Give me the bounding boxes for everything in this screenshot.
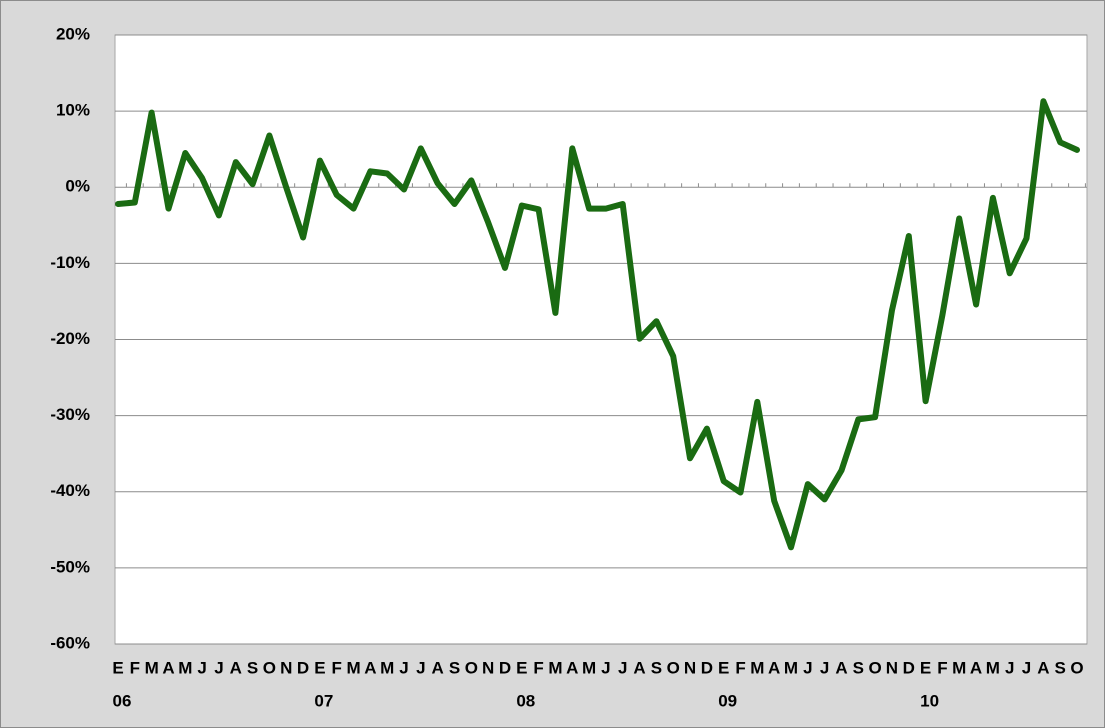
x-tick-label: D	[499, 658, 511, 677]
x-tick-label: S	[449, 658, 460, 677]
x-tick-label: E	[920, 658, 931, 677]
x-tick-label: F	[937, 658, 947, 677]
x-tick-label: J	[803, 658, 812, 677]
x-group-label: 06	[113, 691, 132, 710]
y-tick-label: -40%	[50, 481, 90, 500]
y-tick-label: 20%	[56, 24, 90, 43]
x-tick-label: A	[1037, 658, 1049, 677]
x-tick-label: M	[380, 658, 394, 677]
x-group-label: 09	[718, 691, 737, 710]
x-tick-label: S	[247, 658, 258, 677]
x-group-label: 08	[516, 691, 535, 710]
y-tick-label: 0%	[65, 177, 90, 196]
x-tick-label: A	[230, 658, 242, 677]
x-tick-label: N	[482, 658, 494, 677]
x-tick-label: O	[868, 658, 881, 677]
y-tick-label: -10%	[50, 253, 90, 272]
x-tick-label: D	[701, 658, 713, 677]
x-tick-label: A	[162, 658, 174, 677]
x-tick-label: M	[548, 658, 562, 677]
x-tick-label: F	[533, 658, 543, 677]
x-tick-label: J	[601, 658, 610, 677]
x-tick-label: E	[516, 658, 527, 677]
x-tick-label: F	[130, 658, 140, 677]
x-tick-label: N	[684, 658, 696, 677]
x-group-label: 10	[920, 691, 939, 710]
x-tick-label: M	[178, 658, 192, 677]
x-tick-label: J	[416, 658, 425, 677]
x-tick-label: M	[145, 658, 159, 677]
x-tick-label: S	[651, 658, 662, 677]
x-group-label: 07	[314, 691, 333, 710]
x-tick-label: J	[1022, 658, 1031, 677]
y-tick-label: 10%	[56, 101, 90, 120]
x-tick-label: E	[112, 658, 123, 677]
x-tick-label: A	[566, 658, 578, 677]
x-tick-label: N	[280, 658, 292, 677]
x-tick-label: A	[633, 658, 645, 677]
x-tick-label: M	[346, 658, 360, 677]
x-tick-label: A	[364, 658, 376, 677]
x-tick-label: N	[886, 658, 898, 677]
y-tick-label: -60%	[50, 633, 90, 652]
x-tick-label: S	[853, 658, 864, 677]
x-tick-label: J	[618, 658, 627, 677]
x-tick-label: M	[582, 658, 596, 677]
y-tick-label: -20%	[50, 329, 90, 348]
x-tick-label: O	[263, 658, 276, 677]
x-tick-label: A	[970, 658, 982, 677]
x-tick-label: M	[784, 658, 798, 677]
data-line	[115, 98, 1080, 551]
x-tick-label: J	[820, 658, 829, 677]
x-tick-label: J	[399, 658, 408, 677]
x-tick-label: M	[952, 658, 966, 677]
x-tick-label: M	[750, 658, 764, 677]
x-tick-label: M	[986, 658, 1000, 677]
x-tick-label: O	[465, 658, 478, 677]
x-tick-label: A	[432, 658, 444, 677]
x-tick-label: J	[197, 658, 206, 677]
x-tick-label: A	[768, 658, 780, 677]
x-tick-label: E	[314, 658, 325, 677]
y-tick-label: -50%	[50, 557, 90, 576]
y-tick-label: -30%	[50, 405, 90, 424]
x-tick-label: O	[1070, 658, 1083, 677]
x-tick-label: O	[667, 658, 680, 677]
x-tick-label: J	[214, 658, 223, 677]
x-tick-label: A	[835, 658, 847, 677]
x-tick-label: D	[297, 658, 309, 677]
x-tick-label: F	[735, 658, 745, 677]
x-tick-label: J	[1005, 658, 1014, 677]
x-tick-label: D	[903, 658, 915, 677]
x-tick-label: F	[332, 658, 342, 677]
x-tick-label: E	[718, 658, 729, 677]
x-tick-label: S	[1055, 658, 1066, 677]
